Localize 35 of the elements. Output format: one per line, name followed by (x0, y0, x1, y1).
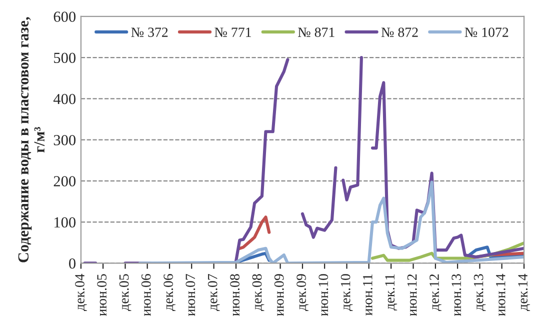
x-tick-label: июн.09 (274, 274, 284, 316)
y-tick-label: 600 (54, 12, 76, 22)
x-tick-label: дек.11 (385, 274, 398, 310)
y-tick-label: 300 (54, 134, 76, 146)
x-tick-label: июн.08 (230, 274, 240, 316)
y-axis-title: Содержание воды в пластовом газе, г/м³ (18, 17, 45, 262)
x-tick-label: июн.10 (318, 274, 328, 316)
line-series (138, 180, 524, 264)
x-tick-label: дек.05 (119, 274, 132, 311)
legend-label: № 372 (131, 28, 168, 37)
y-tick-label: 100 (54, 217, 76, 228)
x-tick-label: дек.09 (296, 274, 309, 311)
x-tick-label: июн.06 (141, 274, 151, 316)
x-tick-label: дек.04 (75, 274, 87, 311)
x-tick-label: дек.14 (518, 274, 530, 311)
y-tick-label: 200 (54, 176, 76, 186)
y-tick-label: 500 (54, 52, 76, 64)
legend-label: № 771 (214, 28, 251, 37)
x-tick-label: июн.07 (186, 274, 196, 316)
x-tick-label: дек.10 (340, 274, 353, 311)
y-tick-label: 400 (53, 94, 76, 104)
x-tick-label: дек.13 (474, 274, 486, 311)
y-tick-label: 0 (69, 258, 76, 269)
x-tick-label: июн.12 (407, 274, 417, 316)
x-tick-label: июн.11 (363, 274, 372, 316)
x-tick-label: июн.05 (97, 274, 107, 316)
x-tick-label: дек.12 (430, 274, 442, 311)
legend-label: № 872 (381, 28, 418, 37)
x-tick-label: дек.07 (208, 274, 220, 311)
x-tick-label: июн.13 (452, 274, 462, 316)
legend-label: № 1072 (464, 28, 508, 37)
x-tick-label: дек.08 (252, 274, 264, 311)
x-tick-label: июн.14 (496, 274, 506, 316)
legend-label: № 871 (298, 28, 334, 37)
x-tick-label: дек.06 (164, 274, 176, 311)
